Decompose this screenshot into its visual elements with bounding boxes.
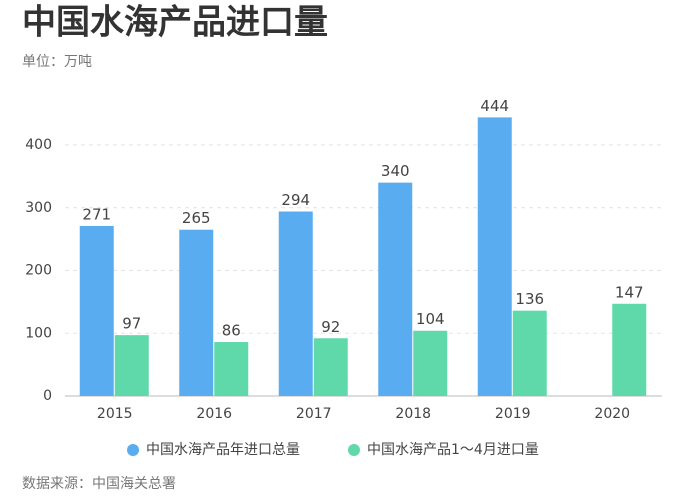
legend-label: 中国水海产品年进口总量	[146, 442, 300, 458]
x-tick-label: 2015	[97, 406, 133, 422]
legend-label: 中国水海产品1～4月进口量	[367, 442, 539, 458]
x-tick-label: 2017	[296, 406, 332, 422]
data-label: 104	[416, 310, 445, 328]
x-tick-label: 2016	[196, 406, 232, 422]
data-label: 265	[182, 209, 211, 227]
legend-marker	[348, 444, 360, 456]
bar	[214, 342, 249, 396]
bar	[79, 225, 114, 396]
x-tick-label: 2018	[395, 406, 431, 422]
bar	[114, 335, 149, 396]
chart-title: 中国水海产品进口量	[22, 3, 328, 43]
data-label: 136	[515, 290, 544, 308]
bar	[378, 182, 413, 396]
y-tick-label: 200	[25, 263, 52, 279]
source-note: 数据来源：中国海关总署	[22, 476, 176, 492]
data-label: 86	[222, 322, 241, 340]
y-tick-label: 100	[25, 325, 52, 341]
y-tick-label: 300	[25, 200, 52, 216]
bar	[512, 310, 547, 396]
x-tick-label: 2020	[594, 406, 630, 422]
data-label: 340	[381, 162, 410, 180]
y-tick-label: 400	[25, 137, 52, 153]
legend-marker	[127, 444, 139, 456]
chart-subtitle: 单位：万吨	[22, 54, 92, 70]
bar	[313, 338, 348, 396]
bar	[179, 229, 214, 396]
data-label: 147	[615, 283, 644, 301]
x-tick-label: 2019	[495, 406, 531, 422]
bar	[477, 117, 512, 396]
data-label: 271	[82, 205, 111, 223]
data-label: 92	[321, 318, 340, 336]
bar	[612, 303, 647, 396]
data-label: 97	[122, 315, 141, 333]
data-label: 444	[480, 97, 509, 115]
bar	[278, 211, 313, 396]
bar	[413, 330, 448, 396]
data-label: 294	[281, 191, 310, 209]
y-tick-label: 0	[43, 388, 52, 404]
